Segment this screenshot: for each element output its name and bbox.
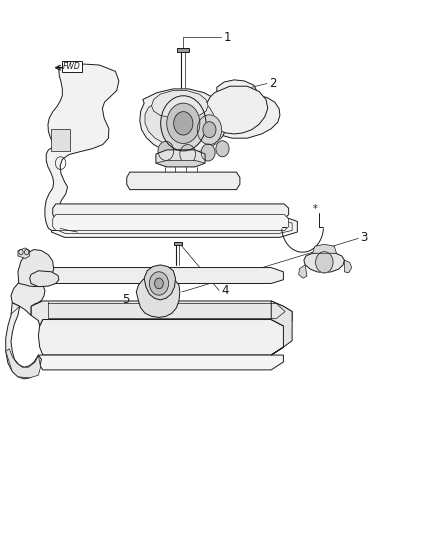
- Polygon shape: [344, 260, 352, 273]
- Polygon shape: [6, 303, 42, 379]
- Text: *: *: [312, 204, 317, 214]
- Polygon shape: [177, 48, 189, 52]
- Polygon shape: [140, 89, 228, 154]
- Text: 4: 4: [221, 284, 229, 297]
- Text: 2: 2: [269, 77, 276, 90]
- Polygon shape: [31, 301, 292, 326]
- Polygon shape: [127, 172, 240, 190]
- Text: 1: 1: [223, 31, 231, 44]
- Polygon shape: [45, 64, 119, 230]
- Polygon shape: [304, 252, 344, 273]
- Polygon shape: [39, 268, 283, 284]
- Polygon shape: [53, 215, 289, 230]
- Polygon shape: [53, 204, 289, 219]
- Polygon shape: [18, 249, 53, 287]
- Polygon shape: [145, 96, 215, 146]
- Polygon shape: [152, 91, 208, 118]
- Polygon shape: [217, 80, 280, 138]
- Polygon shape: [205, 86, 268, 134]
- Circle shape: [216, 141, 229, 157]
- Circle shape: [149, 272, 169, 295]
- Circle shape: [167, 103, 200, 143]
- Polygon shape: [11, 278, 45, 316]
- Polygon shape: [30, 271, 59, 287]
- Text: 5: 5: [122, 293, 130, 306]
- Polygon shape: [51, 128, 70, 151]
- Polygon shape: [174, 242, 183, 245]
- Text: FWD: FWD: [63, 62, 81, 71]
- Circle shape: [174, 112, 193, 135]
- Text: 3: 3: [360, 231, 368, 244]
- Circle shape: [201, 144, 215, 161]
- Polygon shape: [18, 248, 30, 259]
- Polygon shape: [156, 160, 205, 167]
- Polygon shape: [271, 301, 292, 355]
- Polygon shape: [144, 265, 176, 300]
- Circle shape: [316, 252, 333, 273]
- Circle shape: [203, 122, 216, 138]
- Polygon shape: [299, 265, 307, 278]
- Polygon shape: [6, 349, 41, 378]
- Polygon shape: [156, 150, 205, 167]
- Circle shape: [161, 96, 206, 151]
- Circle shape: [180, 144, 195, 164]
- Polygon shape: [313, 244, 336, 253]
- Polygon shape: [39, 319, 284, 355]
- Circle shape: [158, 141, 174, 160]
- Polygon shape: [136, 274, 180, 317]
- Circle shape: [155, 278, 163, 289]
- Text: 2: 2: [148, 294, 156, 308]
- Polygon shape: [39, 355, 283, 370]
- Circle shape: [197, 115, 222, 144]
- Polygon shape: [51, 216, 297, 237]
